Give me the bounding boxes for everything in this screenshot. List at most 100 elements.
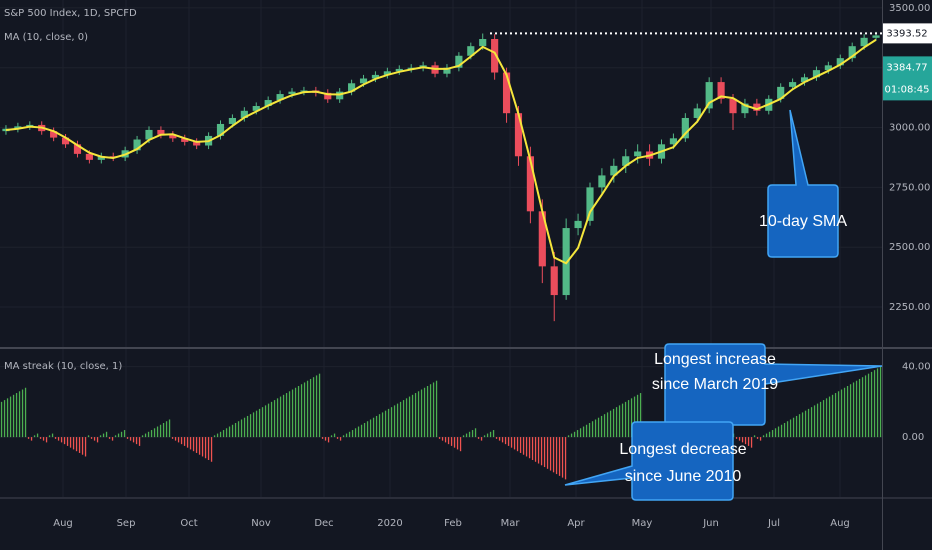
histogram-bar [579,428,582,438]
histogram-bar [228,426,231,438]
histogram-bar [399,401,402,438]
histogram-bar [9,396,12,438]
histogram-bar [846,386,849,438]
callout: Longest decrease since June 2010 [564,421,747,501]
histogram-bar [330,435,333,438]
candle-body [562,228,570,296]
histogram-bar [297,386,300,438]
candle-body [407,67,415,69]
histogram-bar [42,437,45,441]
histogram-bar [273,400,276,438]
histogram-bar [516,437,519,452]
histogram-bar [780,424,783,438]
histogram-bar [255,410,258,438]
histogram-bar [564,437,567,480]
histogram-bar [174,437,177,441]
histogram-bar [807,408,810,438]
histogram-bar [204,437,207,459]
histogram-bar [351,430,354,438]
histogram-bar [606,412,609,438]
histogram-bar [99,435,102,438]
callout-box [664,343,883,426]
histogram-bar [576,430,579,438]
histogram-bar [252,412,255,438]
x-tick-label: May [632,518,653,529]
histogram-bar [21,389,24,438]
histogram-bar [609,410,612,438]
candle-body [348,83,356,92]
y-tick-label: 2500.00 [889,242,930,253]
y-tick-label: 40.00 [902,362,931,373]
x-tick-label: Aug [53,518,73,529]
candle-body [193,141,201,146]
histogram-bar [789,419,792,438]
histogram-bar [804,410,807,438]
histogram-bar [411,394,414,438]
histogram-bar [333,433,336,438]
histogram-bar [45,437,48,443]
histogram-bar [546,437,549,469]
histogram-bar [591,421,594,438]
x-tick-label: Jul [767,518,780,529]
histogram-bar [798,414,801,438]
candle-body [157,129,165,135]
candle-body [252,106,260,111]
candle-body [383,71,391,75]
histogram-bar [270,401,273,438]
candle-body [848,46,856,59]
histogram-bar [549,437,552,471]
candle-body [753,103,761,111]
candle-body [526,156,534,212]
histogram-bar [57,437,60,441]
candle-body [97,156,105,160]
histogram-bar [177,437,180,443]
histogram-bar [768,431,771,438]
histogram-bar [498,437,501,441]
axes: Aug Sep Oct Nov Dec 2020 Feb Mar Apr May Jun Jul Aug… [53,3,932,529]
histogram-bar [312,377,315,438]
histogram-bar [747,437,750,446]
histogram-bar [447,437,450,445]
histogram-bar [90,437,93,439]
histogram-bar [213,435,216,438]
candle-body [598,175,606,188]
candle-body [276,94,284,101]
histogram-bar [522,437,525,455]
histogram-bar [378,414,381,438]
candle-body [228,117,236,124]
candle-body [50,131,58,138]
indicator-label: MA (10, close, 0) [4,32,88,43]
histogram-bar [540,437,543,466]
histogram-bar [156,426,159,438]
candle-body [61,137,70,145]
price-label: 3393.52 [886,28,927,39]
x-tick-label: Aug [830,518,850,529]
histogram-bar [168,419,171,438]
histogram-bar [567,435,570,438]
histogram-bar [78,437,81,453]
candle-body [145,129,153,140]
histogram-bar [81,437,84,455]
histogram-bar [486,433,489,438]
histogram-bar [741,437,744,443]
histogram-bar [72,437,75,450]
histogram-bar [210,437,213,462]
histogram-bar [582,426,585,438]
histogram-bar [243,417,246,438]
candle-body [717,82,725,99]
histogram-bar [417,391,420,438]
histogram-bar [219,431,222,438]
x-tick-label: Apr [567,518,585,529]
histogram-bar [105,431,108,438]
x-tick-label: Mar [501,518,521,529]
histogram-bar [849,384,852,438]
histogram-bar [864,375,867,438]
histogram-bar [288,391,291,438]
candle-body [181,138,189,142]
histogram-bar [291,389,294,438]
histogram-bar [615,407,618,438]
histogram-bar [519,437,522,453]
histogram-bar [429,384,432,438]
